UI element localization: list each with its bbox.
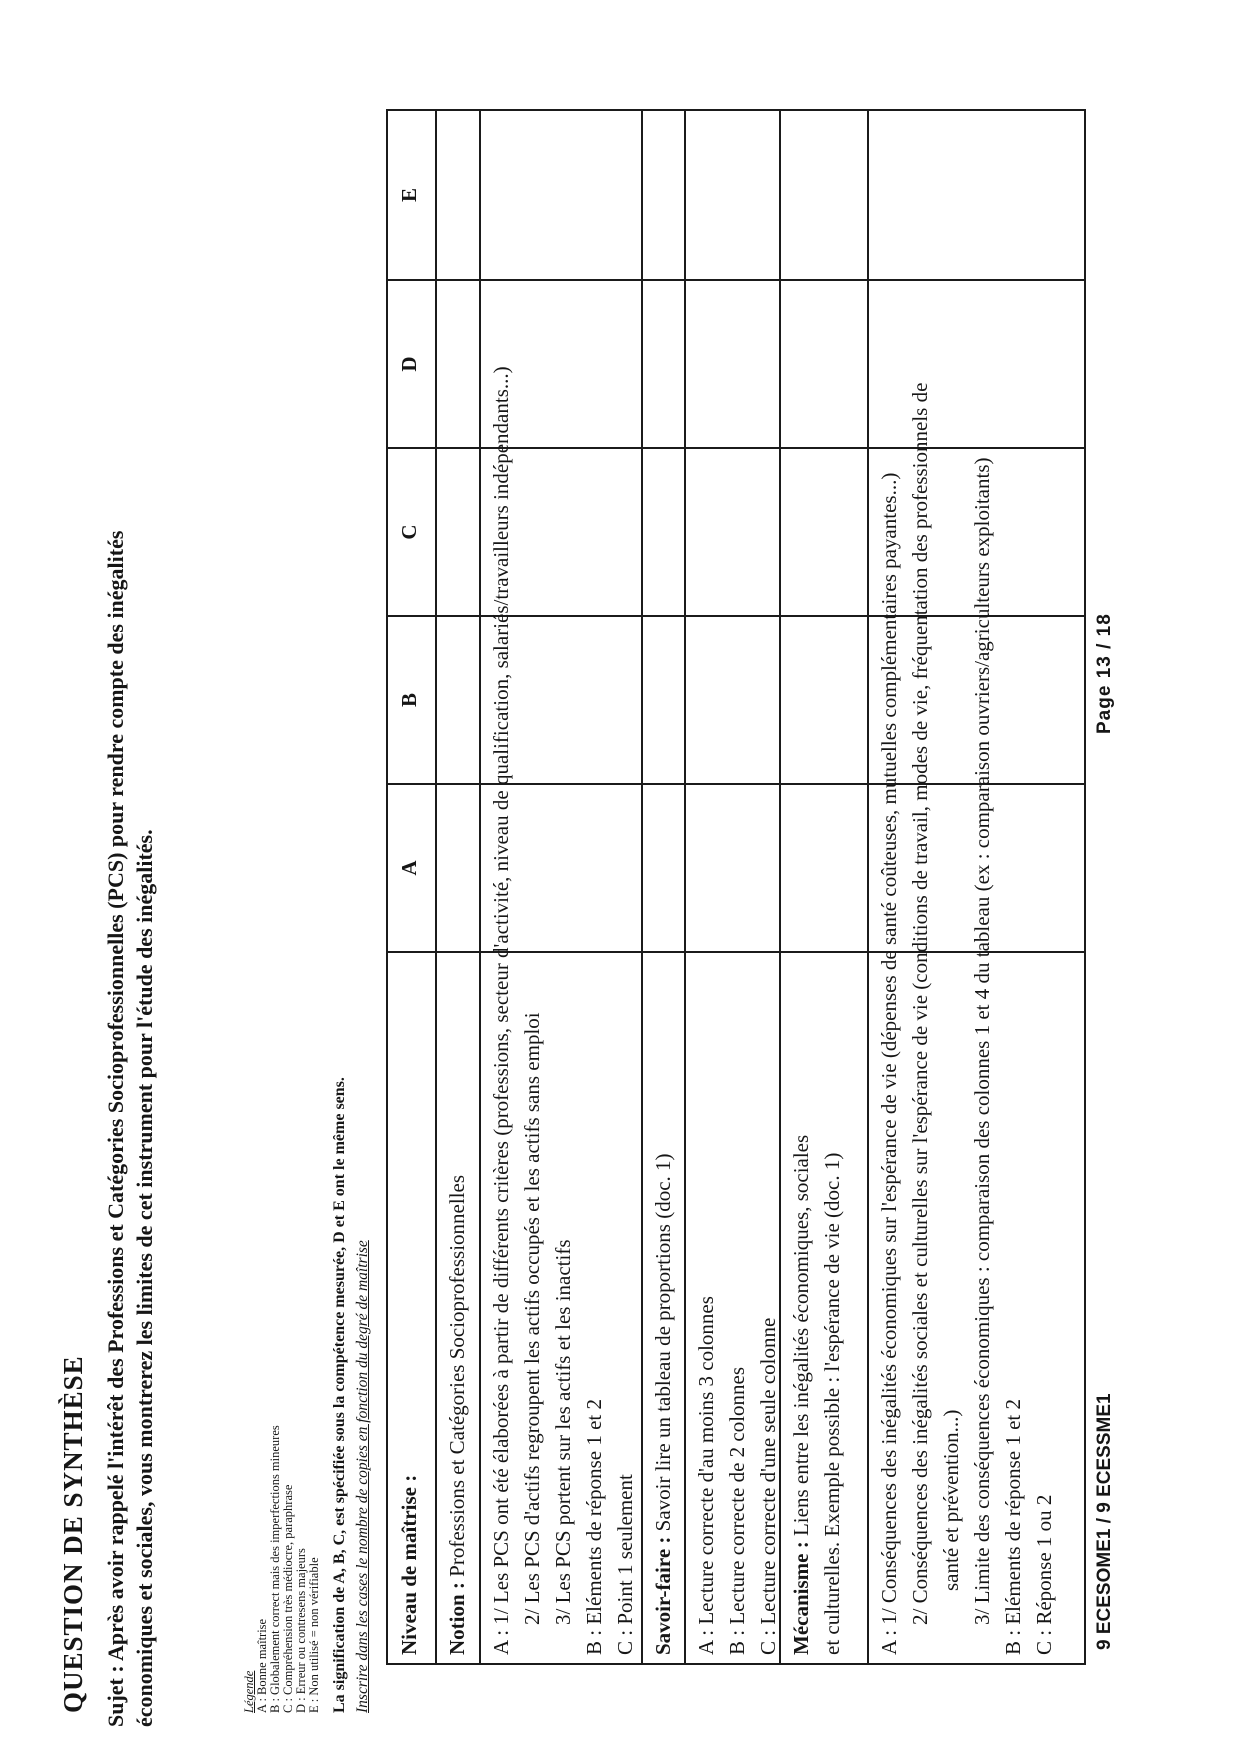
grade-cell-notion-A — [437, 785, 479, 953]
subject-line-2: économiques et sociales, vous montrerez … — [132, 829, 157, 1727]
row-label-line: 2/ Conséquences des inégalités sociales … — [905, 383, 936, 1625]
grading-table: Niveau de maîtrise : A B C D E Notion : … — [386, 109, 1086, 1665]
column-header-b: B — [388, 617, 435, 785]
column-header-e: E — [388, 111, 435, 281]
note-inscrire: Inscrire dans les cases le nombre de cop… — [354, 1240, 371, 1713]
row-label-cell-savoir-faire: Savoir-faire : Savoir lire un tableau de… — [643, 953, 684, 1663]
row-label-prefix: Notion : — [445, 1582, 469, 1655]
grade-cell-savoir-grades-E — [686, 111, 779, 281]
row-label-line: C : Point 1 seulement — [610, 953, 641, 1655]
table-row-notion: Notion : Professions et Catégories Socio… — [435, 111, 479, 1663]
column-header-a: A — [388, 785, 435, 953]
grade-cell-mecanisme-D — [781, 281, 867, 449]
row-label-text: A : Lecture correcte d'au moins 3 colonn… — [694, 1296, 718, 1655]
row-label-text: Savoir lire un tableau de proportions (d… — [651, 1153, 675, 1537]
row-label-cell-notion-grades: A : 1/ Les PCS ont été élaborées à parti… — [481, 366, 641, 1663]
row-label-text: 2/ Conséquences des inégalités sociales … — [908, 382, 932, 1625]
grade-cell-mecanisme-grades-D — [869, 281, 1084, 449]
grade-cell-notion-C — [437, 449, 479, 617]
row-label-text: 3/ Limite des conséquences économiques :… — [970, 457, 994, 1626]
column-header-c: C — [388, 449, 435, 617]
row-label-line: C : Lecture correcte d'une seule colonne — [753, 953, 784, 1655]
row-label-line: 2/ Les PCS d'actifs regroupent les actif… — [517, 953, 548, 1625]
grade-cell-savoir-faire-B — [643, 617, 684, 785]
legend-block: Légende A : Bonne maîtrise B : Globaleme… — [242, 1425, 321, 1713]
row-label-prefix: Savoir-faire : — [651, 1536, 675, 1655]
row-label-line: 3/ Les PCS portent sur les actifs et les… — [548, 953, 579, 1625]
row-label-cell-notion: Notion : Professions et Catégories Socio… — [437, 953, 479, 1663]
row-label-text: 2/ Les PCS d'actifs regroupent les actif… — [520, 1012, 544, 1625]
row-label-line: Mécanisme : Liens entre les inégalités é… — [786, 953, 817, 1655]
table-row-notion-grades: A : 1/ Les PCS ont été élaborées à parti… — [479, 111, 641, 1663]
note-signification: La signification de A, B, C, est spécifi… — [331, 1077, 348, 1713]
document-title: QUESTION DE SYNTHÈSE — [58, 1355, 88, 1713]
header-label-cell: Niveau de maîtrise : — [397, 1474, 421, 1655]
row-label-text: B : Eléments de réponse 1 et 2 — [1001, 1398, 1025, 1655]
row-label-text: A : 1/ Conséquences des inégalités écono… — [877, 472, 901, 1655]
grade-cell-mecanisme-C — [781, 449, 867, 617]
grade-cell-notion-grades-E — [481, 111, 641, 281]
grade-cell-savoir-grades-D — [686, 281, 779, 449]
table-row-mecanisme: Mécanisme : Liens entre les inégalités é… — [779, 111, 867, 1663]
row-label-line: B : Eléments de réponse 1 et 2 — [998, 953, 1029, 1655]
row-label-line: Notion : Professions et Catégories Socio… — [442, 953, 473, 1655]
row-label-line: santé et prévention...) — [936, 953, 967, 1591]
row-label-text: C : Point 1 seulement — [613, 1474, 637, 1655]
row-label-text: B : Lecture correcte de 2 colonnes — [725, 1366, 749, 1655]
row-label-text: C : Lecture correcte d'une seule colonne — [756, 1317, 780, 1655]
row-label-line: A : 1/ Les PCS ont été élaborées à parti… — [486, 366, 517, 1655]
row-label-cell-mecanisme-grades: A : 1/ Conséquences des inégalités écono… — [869, 383, 1084, 1663]
row-label-text: Professions et Catégories Socioprofessio… — [445, 1174, 469, 1583]
grade-cell-notion-B — [437, 617, 479, 785]
row-label-line: A : 1/ Conséquences des inégalités écono… — [874, 473, 905, 1655]
grade-cell-savoir-grades-C — [686, 449, 779, 617]
row-label-text: 3/ Les PCS portent sur les actifs et les… — [551, 1239, 575, 1625]
grade-cell-savoir-faire-A — [643, 785, 684, 953]
row-label-text: et culturelles. Exemple possible : l'esp… — [820, 1152, 844, 1655]
row-label-line: A : Lecture correcte d'au moins 3 colonn… — [691, 953, 722, 1655]
column-header-d: D — [388, 281, 435, 449]
grade-cell-savoir-grades-A — [686, 785, 779, 953]
legend-item-e: E : Non utilisé = non vérifiable — [307, 1557, 321, 1713]
grade-cell-mecanisme-A — [781, 785, 867, 953]
grade-cell-savoir-faire-E — [643, 111, 684, 281]
row-label-line: C : Réponse 1 ou 2 — [1029, 953, 1060, 1655]
row-label-text: C : Réponse 1 ou 2 — [1032, 1494, 1056, 1655]
subject-block: Sujet : Après avoir rappelé l'intérêt de… — [101, 531, 159, 1727]
grade-cell-notion-E — [437, 111, 479, 281]
footer-reference: 9 ECESOME1 / 9 ECESSME1 — [1094, 1393, 1115, 1650]
row-label-cell-mecanisme: Mécanisme : Liens entre les inégalités é… — [781, 953, 867, 1663]
table-header-row: Niveau de maîtrise : A B C D E — [388, 111, 435, 1663]
row-label-text: santé et prévention...) — [939, 1409, 963, 1591]
grade-cell-notion-D — [437, 281, 479, 449]
table-row-savoir-grades: A : Lecture correcte d'au moins 3 colonn… — [684, 111, 780, 1663]
row-label-text: B : Eléments de réponse 1 et 2 — [582, 1398, 606, 1655]
grade-cell-mecanisme-grades-E — [869, 111, 1084, 281]
grade-cell-mecanisme-B — [781, 617, 867, 785]
table-row-savoir-faire: Savoir-faire : Savoir lire un tableau de… — [641, 111, 684, 1663]
row-label-line: B : Eléments de réponse 1 et 2 — [579, 953, 610, 1655]
row-label-line: et culturelles. Exemple possible : l'esp… — [817, 953, 848, 1655]
row-label-cell-savoir-grades: A : Lecture correcte d'au moins 3 colonn… — [686, 953, 780, 1663]
grade-cell-mecanisme-E — [781, 111, 867, 281]
row-label-text: A : 1/ Les PCS ont été élaborées à parti… — [489, 366, 513, 1655]
grade-cell-savoir-grades-B — [686, 617, 779, 785]
row-label-line: B : Lecture correcte de 2 colonnes — [722, 953, 753, 1655]
footer-page-number: Page 13 / 18 — [1094, 613, 1115, 734]
grade-cell-savoir-faire-C — [643, 449, 684, 617]
row-label-text: Liens entre les inégalités économiques, … — [789, 1134, 813, 1542]
row-label-prefix: Mécanisme : — [789, 1541, 813, 1655]
table-row-mecanisme-grades: A : 1/ Conséquences des inégalités écono… — [867, 111, 1084, 1663]
subject-line-1: Sujet : Après avoir rappelé l'intérêt de… — [103, 530, 128, 1727]
grade-cell-savoir-faire-D — [643, 281, 684, 449]
row-label-line: Savoir-faire : Savoir lire un tableau de… — [648, 953, 679, 1655]
row-label-line: 3/ Limite des conséquences économiques :… — [967, 458, 998, 1626]
